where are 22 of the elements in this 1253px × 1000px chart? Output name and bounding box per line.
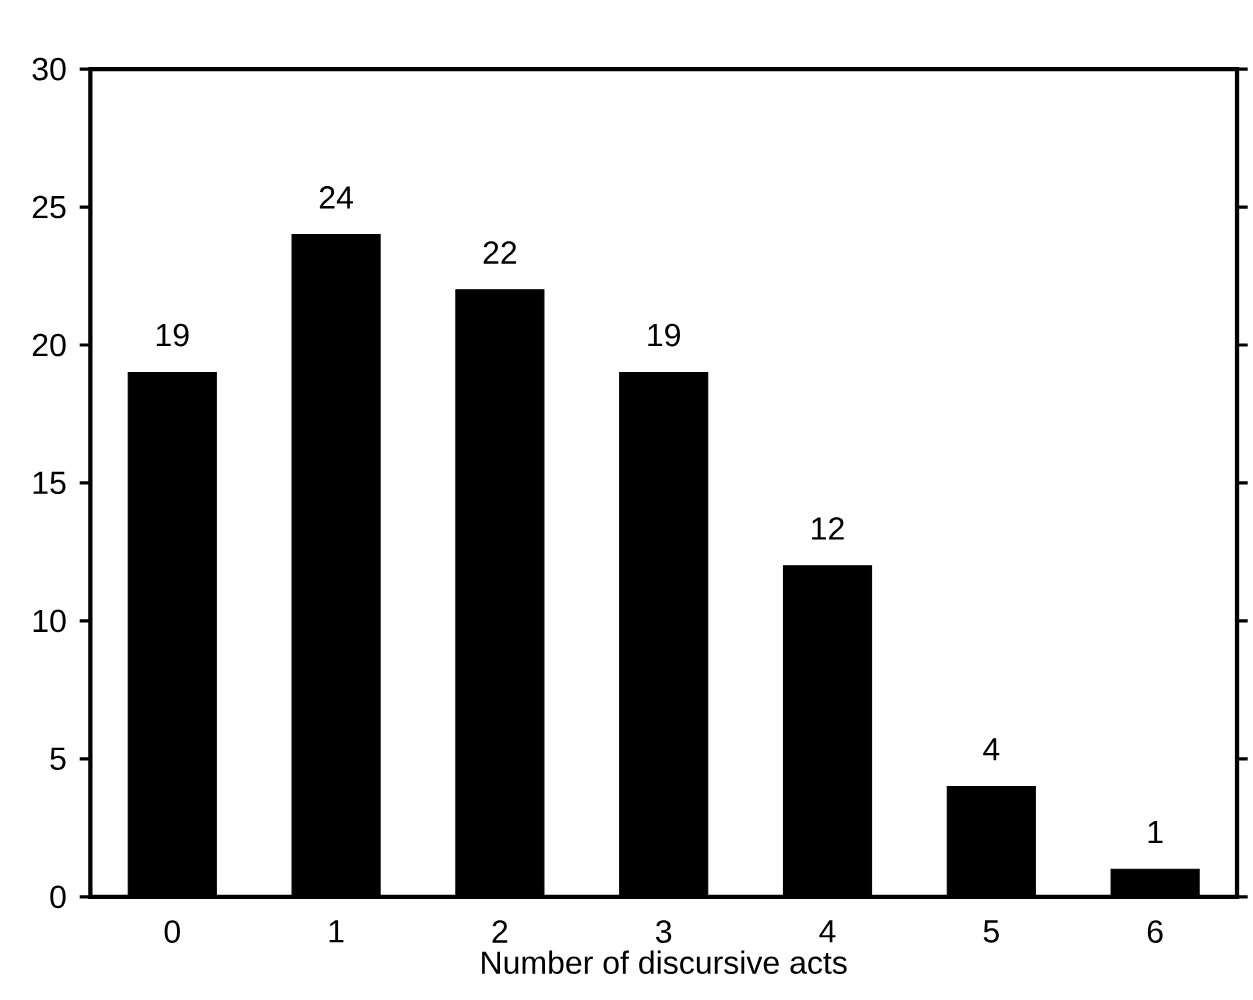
data-label: 4: [983, 738, 1000, 761]
x-tick-label: 2: [492, 920, 508, 943]
data-label: 19: [648, 323, 680, 347]
y-tick-label: 10: [33, 609, 66, 633]
x-tick-label: 0: [164, 920, 180, 943]
y-tick-label: 30: [32, 57, 66, 81]
y-tick-label: 15: [33, 471, 66, 495]
y-tick-label: 20: [32, 333, 66, 357]
data-label: 1: [1148, 821, 1163, 844]
x-tick-label: 3: [656, 920, 672, 943]
x-tick-label: 6: [1147, 920, 1163, 943]
x-tick-label: 5: [983, 920, 999, 943]
data-label: 22: [483, 241, 517, 264]
x-tick-label: 4: [819, 920, 836, 943]
y-tick-label: 25: [32, 195, 66, 219]
y-tick-label: 5: [50, 747, 66, 770]
x-axis-title: Number of discursive acts: [482, 950, 847, 974]
x-tick-label: 1: [329, 920, 344, 943]
data-label: 12: [812, 517, 844, 540]
data-label: 19: [156, 323, 189, 347]
data-label: 24: [319, 186, 353, 209]
y-tick-label: 0: [50, 885, 66, 909]
